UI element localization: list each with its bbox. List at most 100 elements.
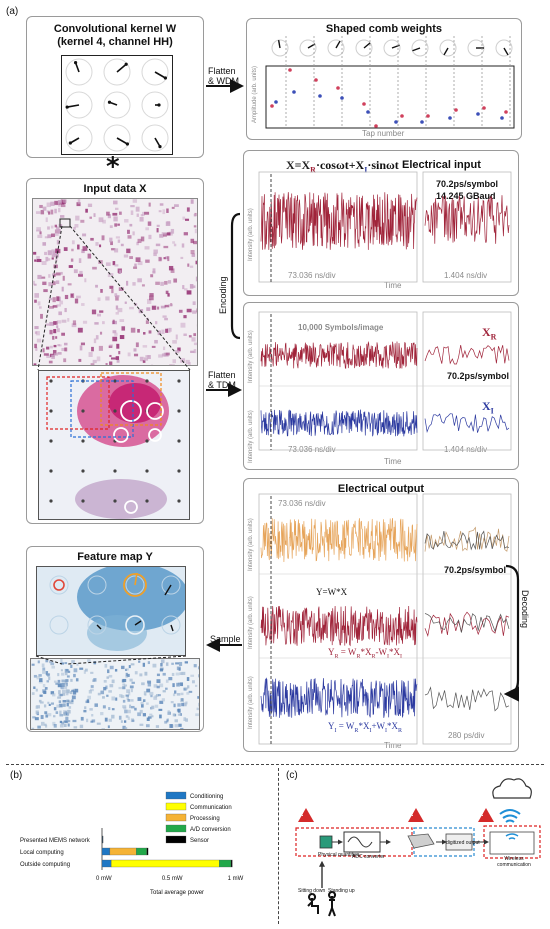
comb-point (454, 108, 458, 112)
feat-pixel (155, 694, 159, 697)
sample-label: Sample (210, 634, 241, 644)
feat-pixel (172, 713, 176, 717)
feat-pixel (176, 682, 180, 687)
input-pixel (53, 273, 56, 277)
feat-pixel (147, 661, 151, 665)
zoom-grid-dot (177, 379, 181, 383)
tdm-wave-xi-zoom (424, 413, 510, 434)
input-pixel (47, 250, 52, 256)
c-wireless-label: Wireless communication (497, 856, 531, 868)
cloud-icon (492, 778, 532, 799)
feat-blob (77, 567, 185, 631)
input-pixel (34, 299, 37, 303)
input-pixel (114, 293, 118, 297)
input-pixel (37, 301, 41, 306)
input-pixel (165, 352, 170, 356)
input-pixel (98, 217, 104, 223)
input-pixel (168, 327, 172, 332)
feat-pixel (66, 699, 70, 703)
input-pixel (42, 281, 47, 286)
feat-pixel (195, 713, 199, 717)
input-pixel (74, 224, 79, 228)
input-pixel (46, 354, 51, 359)
feat-pixel (87, 659, 91, 663)
feat-pixel (57, 696, 62, 699)
feat-pixel (174, 724, 179, 728)
feat-pixel (91, 719, 96, 723)
eq-yi-w: = W (336, 721, 355, 731)
input-pixel (174, 350, 180, 354)
zoom-grid-dot (145, 439, 149, 443)
warning-icon-1 (298, 808, 314, 822)
feat-pixel (178, 661, 183, 666)
wifi-icon (499, 809, 521, 823)
zoom-box-orange (100, 372, 162, 426)
kernel-cell (103, 124, 131, 152)
input-pixel (42, 206, 47, 211)
c-adc-label: ADC converter (352, 854, 385, 860)
feat-pixel (124, 727, 128, 729)
feat-pixel (35, 688, 38, 692)
feat-pixel (150, 694, 153, 698)
comb-chart (265, 36, 515, 129)
feat-pixel (175, 672, 180, 676)
feat-pixel (65, 716, 69, 721)
input-pixel (159, 203, 164, 206)
input-pixel (193, 214, 196, 217)
comb-point (336, 86, 340, 90)
output-wave-yi (260, 677, 418, 719)
input-pixel (158, 354, 163, 358)
input-pixel (115, 305, 119, 310)
chart-category-label: Local computing (20, 850, 64, 856)
feat-pixel (66, 703, 69, 707)
feat-pixel (197, 696, 199, 699)
feat-pixel (83, 709, 87, 713)
feat-pixel (130, 688, 133, 693)
input-pixel (95, 335, 99, 340)
zoom-grid-dot (81, 499, 85, 503)
panel-c-diagram (295, 778, 541, 917)
feat-pixel (53, 680, 57, 683)
xi-label: XI (482, 399, 494, 415)
feat-pixel (106, 694, 109, 697)
tdm-timescale-left: 73.036 ns/div (288, 445, 336, 454)
feat-pixel (34, 717, 39, 721)
input-pixel (133, 353, 139, 357)
input-pixel (139, 217, 144, 222)
feat-pixel (70, 678, 73, 682)
input-pixel (57, 352, 62, 355)
eq-yr-x2: *X (388, 647, 400, 657)
feat-cell (161, 615, 181, 635)
input-pixel (185, 218, 190, 221)
input-pixel (181, 243, 185, 248)
input-pixel (190, 350, 195, 354)
eq-yi-xsub: I (369, 727, 372, 734)
feat-pixel (154, 695, 157, 698)
input-pixel (36, 256, 40, 262)
input-pixel (173, 243, 177, 247)
feat-pixel (131, 719, 135, 722)
output-wave-yr (260, 605, 418, 647)
feat-pixel (59, 693, 63, 697)
flatten-wdm-line1: Flatten (208, 66, 236, 76)
comb-kernel-arrow (363, 42, 371, 49)
input-pixel (57, 199, 62, 204)
wireless-box (489, 831, 535, 855)
input-pixel (127, 352, 131, 357)
feat-pixel (38, 674, 42, 677)
input-data-title: Input data X (83, 183, 147, 195)
input-pixel (81, 249, 85, 254)
input-pixel (56, 320, 62, 324)
input-pixel (155, 281, 160, 285)
input-pixel (126, 248, 131, 254)
signal-box-icon (343, 831, 381, 853)
feat-pixel (72, 719, 77, 723)
feat-cell (49, 575, 69, 595)
input-pixel (39, 231, 42, 235)
input-rate2: 14.245 GBaud (436, 191, 496, 201)
comb-point (504, 110, 508, 114)
feat-pixel (64, 662, 68, 665)
zoom-highlight (146, 402, 164, 420)
feat-pixel (124, 709, 128, 714)
